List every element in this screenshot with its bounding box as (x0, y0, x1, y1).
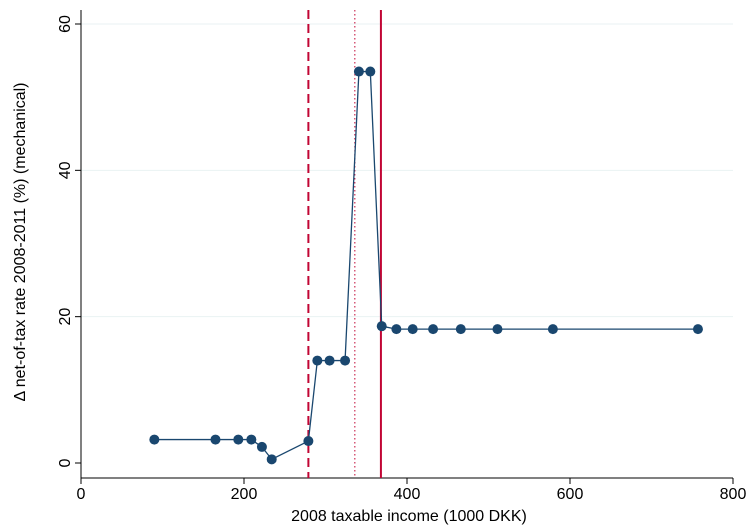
reference-lines (307, 10, 382, 478)
data-point (210, 434, 221, 445)
data-point (340, 355, 351, 366)
data-line (154, 70, 698, 461)
data-point (324, 355, 335, 366)
data-point (492, 324, 503, 335)
data-point (256, 441, 267, 452)
data-point (692, 324, 703, 335)
y-tick-label: 0 (57, 458, 74, 467)
data-point (312, 355, 323, 366)
y-tick-label: 20 (57, 308, 74, 326)
data-point (266, 454, 277, 465)
data-point (303, 436, 314, 447)
data-point (428, 324, 439, 335)
data-point (149, 434, 160, 445)
data-point (407, 324, 418, 335)
x-tick-label: 600 (557, 486, 584, 503)
y-tick-label: 40 (57, 161, 74, 179)
x-tick-label: 400 (394, 486, 421, 503)
gridlines (81, 23, 733, 318)
data-point (246, 434, 257, 445)
data-point (233, 434, 244, 445)
series-line (154, 70, 698, 461)
y-tick-label: 60 (57, 15, 74, 33)
axes (75, 10, 734, 484)
data-point (455, 324, 466, 335)
x-tick-label: 200 (231, 486, 258, 503)
x-axis-title: 2008 taxable income (1000 DKK) (291, 508, 527, 525)
x-tick-label: 800 (720, 486, 747, 503)
data-point (376, 321, 387, 332)
y-axis-title: Δ net-of-tax rate 2008-2011 (%) (mechani… (12, 83, 29, 402)
data-point (353, 66, 364, 77)
data-point (365, 66, 376, 77)
data-point (547, 324, 558, 335)
x-tick-label: 0 (77, 486, 86, 503)
data-point (391, 324, 402, 335)
data-points (149, 66, 703, 465)
